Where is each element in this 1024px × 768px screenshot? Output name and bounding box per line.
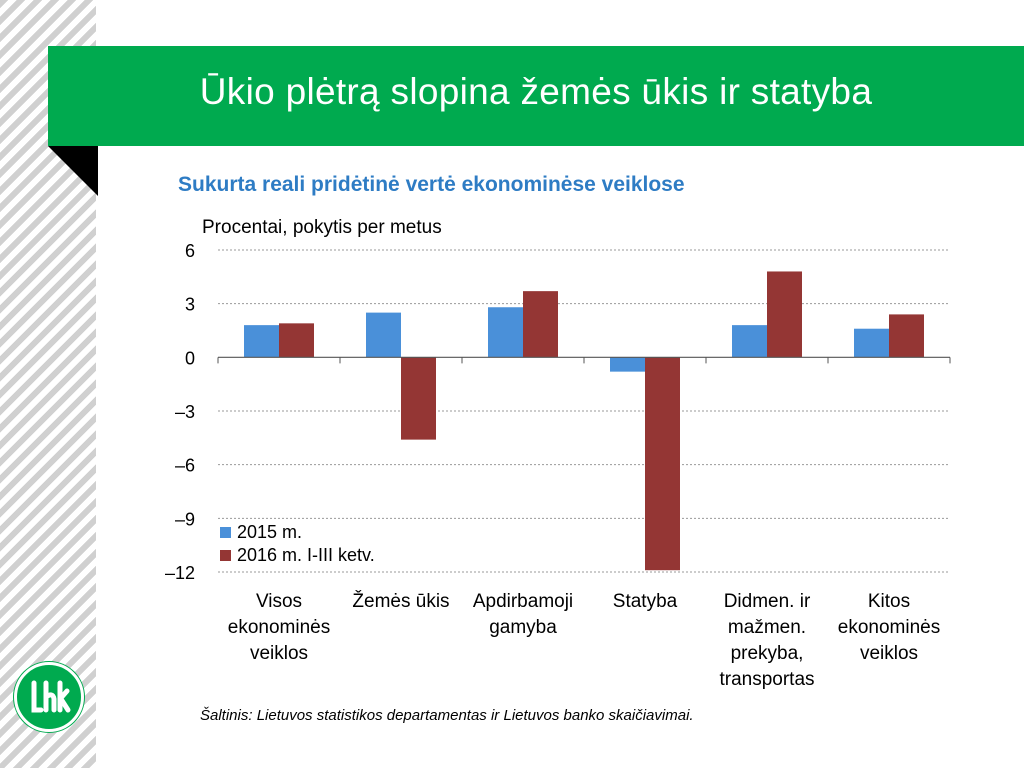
category-label: gamyba <box>489 617 557 638</box>
category-label: ekonominės <box>838 617 940 638</box>
bar-series2 <box>889 314 924 358</box>
bar-series1 <box>732 325 767 358</box>
category-label: Kitos <box>868 591 910 612</box>
legend-label: 2016 m. I-III ketv. <box>237 545 375 565</box>
category-label: Visos <box>256 591 302 612</box>
title-banner: Ūkio plėtrą slopina žemės ūkis ir statyb… <box>48 46 1024 146</box>
category-label: Statyba <box>613 591 678 612</box>
bar-series2 <box>645 357 680 571</box>
y-tick-label: 0 <box>185 348 195 368</box>
bar-series2 <box>523 291 558 358</box>
y-tick-label: –9 <box>175 509 195 529</box>
category-label: veiklos <box>250 643 308 664</box>
y-tick-label: 3 <box>185 295 195 315</box>
category-label: prekyba, <box>731 643 804 664</box>
category-label: mažmen. <box>728 617 806 638</box>
legend-swatch <box>220 527 231 538</box>
chart-title: Sukurta reali pridėtinė vertė ekonominės… <box>178 173 685 196</box>
banner-fold <box>48 146 98 196</box>
y-tick-label: –6 <box>175 456 195 476</box>
lbk-logo-icon <box>14 662 84 732</box>
category-label: veiklos <box>860 643 918 664</box>
bar-series1 <box>854 328 889 358</box>
category-label: Apdirbamoji <box>473 591 573 612</box>
category-label: Žemės ūkis <box>352 590 449 612</box>
category-label: transportas <box>719 669 814 690</box>
legend-swatch <box>220 550 231 561</box>
y-tick-label: 6 <box>185 241 195 261</box>
page-title: Ūkio plėtrą slopina žemės ūkis ir statyb… <box>199 71 873 112</box>
bar-series2 <box>279 323 314 358</box>
category-label: ekonominės <box>228 617 330 638</box>
bar-series1 <box>244 325 279 358</box>
bar-series2 <box>767 271 802 358</box>
bar-series1 <box>610 357 645 372</box>
bar-series2 <box>401 357 436 440</box>
source-note: Šaltinis: Lietuvos statistikos departame… <box>200 707 694 724</box>
y-tick-label: –3 <box>175 402 195 422</box>
bar-series1 <box>366 312 401 358</box>
y-axis-label: Procentai, pokytis per metus <box>202 217 442 238</box>
bar-series1 <box>488 307 523 358</box>
legend-label: 2015 m. <box>237 522 302 542</box>
category-label: Didmen. ir <box>724 591 811 612</box>
y-tick-label: –12 <box>165 563 195 583</box>
